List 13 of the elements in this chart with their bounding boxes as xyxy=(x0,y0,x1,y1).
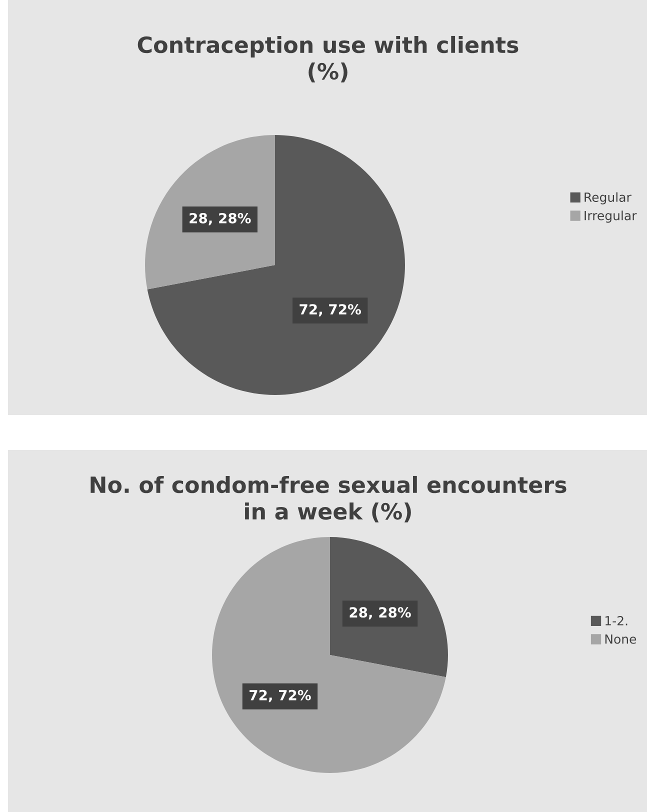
pie-slice xyxy=(212,537,446,773)
data-label: 72, 72% xyxy=(250,690,311,702)
data-label: 72, 72% xyxy=(300,304,361,316)
pie-slice xyxy=(147,135,405,395)
legend-label: None xyxy=(605,634,636,644)
legend-label: 1-2. xyxy=(606,616,628,626)
pie-slice xyxy=(145,135,275,290)
chart-title: No. of condom-free sexual encounters in a week (%) xyxy=(90,476,566,522)
data-label: 28, 28% xyxy=(350,607,411,620)
chart-title: Contraception use with clients (%) xyxy=(138,36,518,82)
data-label: 28, 28% xyxy=(190,212,251,226)
legend-label: Regular xyxy=(584,192,632,204)
legend-label: Irregular xyxy=(584,210,637,223)
